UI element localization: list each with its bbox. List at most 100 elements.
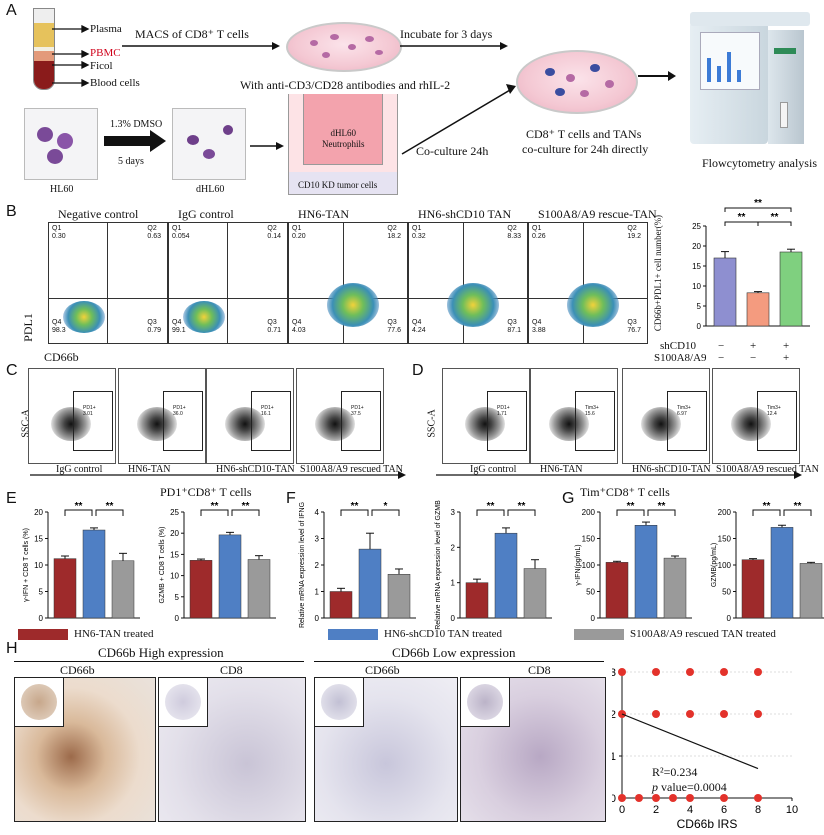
ytick: 5 <box>175 593 180 602</box>
ylabel: γ-IFN(pg/mL) <box>575 544 582 585</box>
legend-label-1: HN6-TAN treated <box>74 628 154 640</box>
ytick: 50 <box>586 588 595 597</box>
sig-label: ** <box>794 501 802 512</box>
tube-label-blood: Blood cells <box>90 77 140 89</box>
bar-chart-F2: 0 1 2 3 Relative mRNA expression level of GZ… <box>435 500 552 630</box>
h-point <box>754 794 762 802</box>
facs-plot: Tim3+ 12.4 <box>712 368 800 464</box>
sig-bracket <box>752 509 781 516</box>
legend-label-3: S100A8/A9 rescued TAN treated <box>630 628 776 640</box>
legend-swatch-2 <box>328 629 378 640</box>
bar <box>494 532 518 619</box>
transwell-insert <box>288 94 398 195</box>
tube-label-plasma: Plasma <box>90 23 122 35</box>
sig-label: ** <box>106 501 114 512</box>
low-title: CD66b Low expression <box>392 645 516 660</box>
quadrant-q1: Q1 0.20 <box>292 225 306 240</box>
img-label-4: CD8 <box>528 663 551 677</box>
petri-dish-2 <box>516 50 638 114</box>
h-xlabel: CD66b IRS <box>677 817 738 831</box>
shcd10-label: shCD10 <box>660 340 697 352</box>
bar <box>799 563 823 619</box>
h-point <box>618 668 626 676</box>
h-xtick: 0 <box>619 804 625 816</box>
scatter-plot: Q1 0.30 Q2 0.63 Q3 0.79 Q4 98.3 <box>48 222 168 344</box>
b-ytick: 20 <box>692 242 701 251</box>
ihc-image-high-cd66b <box>14 677 156 822</box>
h-ytick: 3 <box>612 667 616 679</box>
hl60-label: HL60 <box>50 184 74 195</box>
coculture-desc-2: co-culture for 24h directly <box>522 142 649 156</box>
bar <box>218 534 242 619</box>
quadrant-q1: Q1 0.26 <box>532 225 546 240</box>
panel-c-axis-arrow <box>30 471 406 479</box>
panel-b-xaxis: CD66b <box>44 350 79 364</box>
blood-tube <box>33 8 55 90</box>
ytick: 5 <box>39 588 44 597</box>
b-sig-label: ** <box>771 212 779 223</box>
h-point <box>754 710 762 718</box>
h-point <box>669 794 677 802</box>
ytick: 0 <box>451 614 456 623</box>
sig-bracket <box>507 509 536 516</box>
ytick: 15 <box>34 535 43 544</box>
b-sig-label: ** <box>754 198 762 209</box>
bar <box>247 559 271 619</box>
scatter-plot: Q1 0.32 Q2 8.33 Q3 87.1 Q4 4.24 <box>408 222 528 344</box>
h-xtick: 8 <box>755 804 761 816</box>
facs-plot: PD1+ 3.01 <box>28 368 116 464</box>
low-title-line <box>314 661 604 662</box>
sig-bracket <box>64 509 93 516</box>
coculture-arrow <box>401 84 516 155</box>
gate-text: Tim3+ 15.6 <box>585 405 599 417</box>
ytick: 2 <box>451 543 456 552</box>
flow-cytometer-icon <box>690 12 810 152</box>
ytick: 50 <box>722 588 731 597</box>
coculture-label: Co-culture 24h <box>416 144 489 158</box>
img-label-1: CD66b <box>60 663 95 677</box>
insert-label: dHL60 Neutrophils <box>322 128 365 149</box>
ylabel: Relative mRNA expression level of GZMB <box>435 500 442 630</box>
flow-label: Flowcytometry analysis <box>702 156 817 170</box>
bar <box>53 558 77 619</box>
bar-chart-G1: 0 50 100 150 200 γ-IFN(pg/mL) ** ** <box>575 501 692 623</box>
ytick: 10 <box>34 561 43 570</box>
ytick: 3 <box>315 535 320 544</box>
ytick: 0 <box>315 614 320 623</box>
scatter-title: HN6-shCD10 TAN <box>418 207 512 221</box>
h-xtick: 2 <box>653 804 659 816</box>
quadrant-q3: Q3 0.71 <box>267 319 281 334</box>
facs-label: HN6-TAN <box>540 464 583 475</box>
ytick: 0 <box>175 614 180 623</box>
quadrant-q4: Q4 3.88 <box>532 319 546 334</box>
macs-arrow <box>122 42 280 50</box>
ytick: 20 <box>170 529 179 538</box>
bar <box>358 548 382 619</box>
tube-label-pbmc: PBMC <box>90 47 121 59</box>
facs-plot: Tim3+ 15.6 <box>530 368 618 464</box>
sig-bracket <box>231 509 260 516</box>
tube-arrows <box>52 24 90 88</box>
h-point <box>618 794 626 802</box>
ytick: 200 <box>718 508 732 517</box>
s100-label: S100A8/A9 <box>654 352 707 364</box>
ytick: 4 <box>315 508 320 517</box>
scatter-title: Negative control <box>58 207 139 221</box>
h-point <box>652 794 660 802</box>
dhl60-image <box>172 108 246 180</box>
quadrant-q4: Q4 98.3 <box>52 319 66 334</box>
dmso-label: 1.3% DMSO <box>110 119 163 130</box>
ylabel: GZMB + CD8 T cells (%) <box>159 527 166 604</box>
high-title: CD66b High expression <box>98 645 224 660</box>
gate-text: PD1+ 3.01 <box>83 405 96 417</box>
b-sig-bracket <box>757 221 792 226</box>
panel-a-letter: A <box>6 2 17 19</box>
gate-text: Tim3+ 6.97 <box>677 405 691 417</box>
h-xtick: 6 <box>721 804 727 816</box>
panel-d-axis-arrow <box>436 471 802 479</box>
ytick: 0 <box>591 614 596 623</box>
days-label: 5 days <box>118 156 144 167</box>
sig-label: ** <box>518 501 526 512</box>
panel-f-letter: F <box>286 490 296 507</box>
